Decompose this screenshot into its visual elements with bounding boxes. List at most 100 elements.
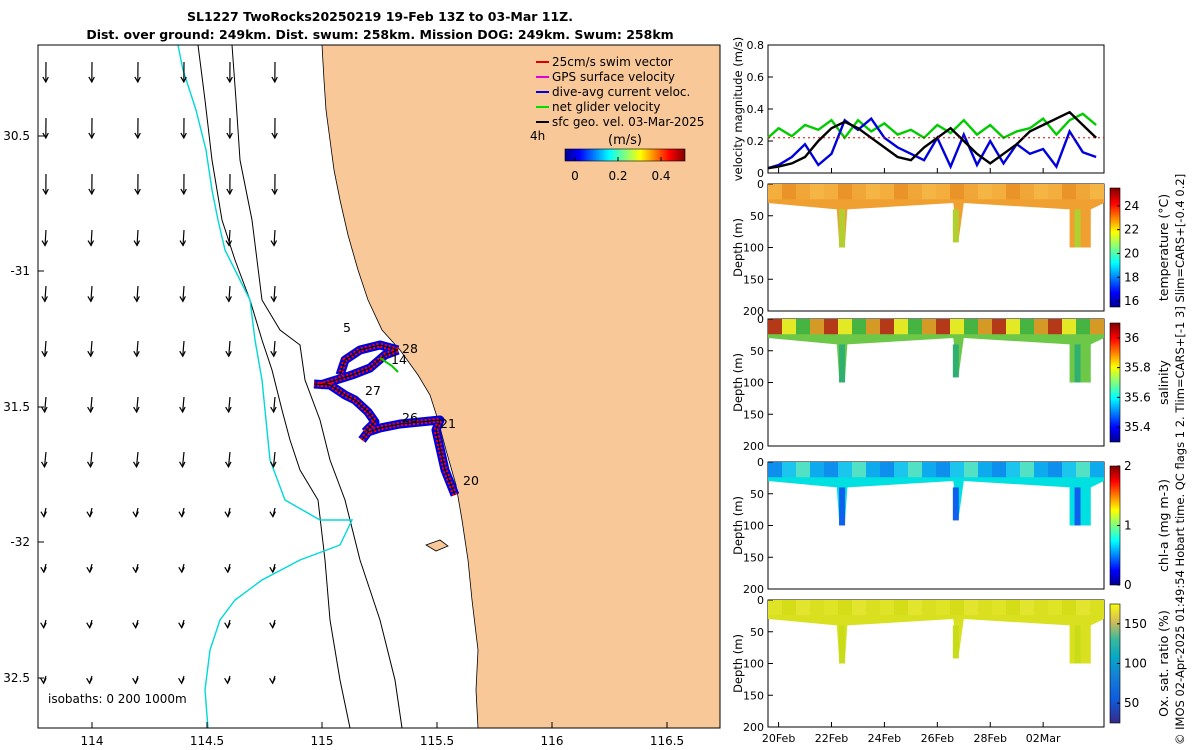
depth-section-band (796, 184, 810, 200)
depth-section-band (894, 462, 908, 478)
velocity-arrow (136, 229, 139, 246)
depth-section-band (782, 319, 796, 335)
depth-section-band (1020, 184, 1034, 200)
velocity-arrowhead (269, 566, 276, 574)
velocity-arrow (182, 340, 185, 357)
velocity-arrowhead (41, 296, 48, 303)
depth-section-band (1076, 319, 1090, 335)
depth-y-tick-label: 150 (743, 408, 764, 421)
map-frame (37, 44, 721, 729)
velocity-arrow (44, 285, 47, 302)
colorbar-tick-label: 18 (1124, 270, 1139, 284)
colorbar-tick-label: 35.6 (1124, 390, 1151, 404)
time-tick-label: 24Feb (868, 732, 901, 745)
velocity-arrowhead (132, 511, 139, 518)
colorbar-tick-label: 35.4 (1124, 420, 1151, 434)
depth-section-band (894, 319, 908, 335)
depth-section-band (838, 462, 852, 478)
day-label: 20 (463, 473, 479, 488)
depth-y-label: Depth (m) (731, 218, 745, 277)
depth-section-band (866, 462, 880, 478)
depth-y-tick-label: 100 (743, 377, 764, 390)
depth-section-dive (839, 487, 846, 526)
velocity-arrowhead (224, 622, 231, 629)
depth-y-tick-label: 0 (757, 456, 764, 469)
velocity-arrowhead (179, 350, 186, 358)
depth-section-dive (1074, 344, 1081, 383)
velocity-arrow (44, 340, 47, 357)
legend-label: net glider velocity (552, 100, 660, 114)
velocity-arrow (182, 285, 185, 302)
depth-section-band (796, 319, 810, 335)
velocity-arrowhead (42, 76, 49, 84)
lat-tick-label: -32 (10, 535, 30, 549)
depth-section-band (866, 184, 880, 200)
depth-section-band (1062, 462, 1076, 478)
time-step-label: 4h (530, 129, 545, 143)
depth-section-dive (1074, 209, 1081, 248)
depth-section-band (922, 462, 936, 478)
depth-section-band (992, 319, 1006, 335)
lat-tick-label: 31.5 (3, 400, 30, 414)
velocity-arrowhead (269, 677, 276, 685)
velocity-arrowhead (180, 188, 187, 196)
velocity-arrow (228, 340, 231, 357)
lat-tick-label: 32.5 (3, 671, 30, 685)
depth-section-band (1090, 184, 1104, 200)
depth-section-band (992, 184, 1006, 200)
depth-section-band (964, 319, 978, 335)
map-y-axis: 30.5 -31 31.5 -32 32.5 (3, 129, 44, 685)
depth-y-tick-label: 50 (750, 488, 764, 501)
depth-section-fill (768, 319, 1104, 383)
velocity-arrow (228, 285, 231, 302)
depth-section-band (880, 319, 894, 335)
day-label: 5 (343, 320, 351, 335)
depth-section-dive (952, 209, 959, 243)
velocity-arrowhead (42, 188, 49, 196)
depth-section-band (866, 600, 880, 616)
map-panel: 114 114.5 115 115.5 116 116.5 30.5-3131.5-323… (3, 44, 721, 748)
speed-colorbar-ticks: 0 0.2 0.4 (571, 157, 671, 183)
land-area (322, 45, 720, 728)
velocity-arrowhead (178, 677, 185, 685)
time-axis: 20Feb 22Feb 24Feb 26Feb 28Feb 02Mar (762, 168, 1061, 745)
lon-tick-label: 116 (541, 734, 564, 748)
colorbar-label: salinity (1156, 359, 1171, 404)
velocity-arrowhead (270, 350, 277, 358)
velocity-arrowhead (87, 350, 94, 358)
depth-section-band (978, 184, 992, 200)
depth-y-tick-label: 0 (757, 313, 764, 326)
depth-y-tick-label: 200 (743, 440, 764, 453)
velocity-arrowhead (87, 296, 94, 303)
velocity-arrowhead (269, 622, 276, 629)
depth-section-fill (768, 184, 1104, 248)
velocity-arrow (44, 396, 47, 413)
depth-section-band (810, 319, 824, 335)
depth-section-band (922, 319, 936, 335)
depth-section-band (838, 319, 852, 335)
velocity-arrowhead (132, 622, 139, 629)
depth-section-band (936, 462, 950, 478)
velocity-arrowhead (179, 406, 186, 414)
day-label: 28 (402, 341, 418, 356)
depth-section-band (852, 462, 866, 478)
depth-section-band (1076, 600, 1090, 616)
title-line-1: SL1227 TwoRocks20250219 19-Feb 13Z to 03… (186, 9, 573, 24)
depth-section-band (964, 462, 978, 478)
colorbar-label: temperature (°C) (1156, 194, 1171, 301)
velocity-arrowhead (180, 132, 187, 140)
colorbar-tick-label: 24 (1124, 199, 1139, 213)
lat-tick-label: -31 (10, 264, 30, 278)
depth-section-band (782, 600, 796, 616)
lon-tick-label: 115.5 (420, 734, 454, 748)
track-line (313, 344, 456, 496)
velocity-arrow (136, 340, 139, 357)
depth-section-band (936, 600, 950, 616)
velocity-arrowhead (40, 677, 47, 685)
depth-section-band (908, 462, 922, 478)
depth-section-band (950, 462, 964, 478)
velocity-arrowhead (41, 406, 48, 414)
depth-section-band (1048, 319, 1062, 335)
velocity-arrowhead (133, 350, 140, 358)
colorbar-tick-label: 0 (1124, 578, 1132, 592)
